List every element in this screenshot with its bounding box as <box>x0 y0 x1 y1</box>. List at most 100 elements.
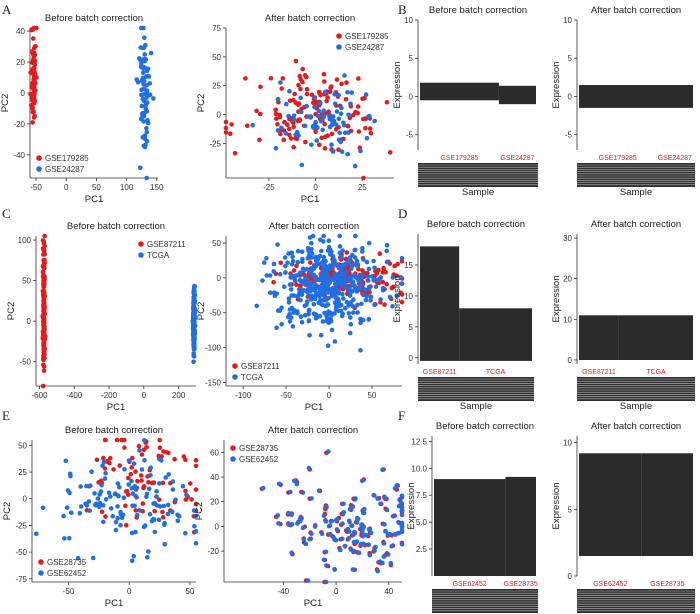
data-point-blue <box>108 494 113 499</box>
data-point-blue <box>331 288 336 293</box>
data-point-blue <box>289 293 295 298</box>
chart-title: Before batch correction <box>45 13 143 24</box>
y-tick-label: 0 <box>21 89 26 98</box>
data-point-red <box>304 91 310 97</box>
data-point-blue <box>126 482 131 487</box>
data-point-blue <box>303 541 309 547</box>
chart-title: After batch correction <box>269 221 359 232</box>
data-point-blue <box>126 458 132 463</box>
group-label: TCGA <box>646 369 666 376</box>
data-point-blue <box>146 486 152 492</box>
y-tick-label: 0 <box>409 354 414 363</box>
data-point-blue <box>141 119 146 124</box>
data-point-blue <box>323 505 328 511</box>
data-point-blue <box>141 66 146 71</box>
group-label: GSE62452 <box>453 581 487 588</box>
data-point-blue <box>397 497 402 503</box>
data-point-blue <box>118 509 123 515</box>
data-point-blue <box>173 497 178 503</box>
data-point-blue <box>322 295 328 301</box>
data-point-red <box>273 111 279 117</box>
data-point-blue <box>311 302 317 307</box>
data-point-blue <box>360 510 366 515</box>
data-point-blue <box>340 521 345 526</box>
x-axis-label: PC1 <box>304 598 322 609</box>
data-point-red <box>355 104 361 109</box>
data-point-red <box>257 137 262 143</box>
data-point-red <box>181 454 187 459</box>
data-point-blue <box>103 470 108 476</box>
data-point-blue <box>148 465 153 471</box>
data-point-blue <box>352 255 358 260</box>
data-point-blue <box>87 508 92 513</box>
data-point-blue <box>283 270 288 275</box>
data-point-blue <box>121 495 127 501</box>
data-point-blue <box>289 261 295 267</box>
data-point-blue <box>97 500 103 506</box>
data-point-red <box>344 80 349 85</box>
data-point-red <box>389 285 395 291</box>
data-point-red <box>368 130 374 136</box>
data-point-blue <box>140 70 146 75</box>
data-point-red <box>31 115 37 120</box>
data-point-blue <box>322 310 327 316</box>
data-point-blue <box>317 100 323 106</box>
data-point-blue <box>192 283 197 289</box>
x-tick-label: -50 <box>280 391 292 400</box>
data-point-red <box>41 344 47 350</box>
y-axis-label: PC2 <box>196 94 207 112</box>
data-point-blue <box>387 294 393 300</box>
data-point-blue <box>381 541 387 546</box>
data-point-red <box>31 45 37 51</box>
data-point-blue <box>191 305 197 310</box>
data-point-blue <box>318 332 324 338</box>
data-point-red <box>356 129 362 134</box>
data-point-red <box>321 72 327 77</box>
expression-bar <box>656 85 693 108</box>
data-point-blue <box>364 259 370 265</box>
data-point-blue <box>399 525 405 530</box>
data-point-blue <box>307 235 313 240</box>
data-point-blue <box>329 142 334 147</box>
y-axis-label: PC2 <box>0 94 11 112</box>
data-point-red <box>41 241 47 246</box>
data-point-red <box>183 497 189 502</box>
data-point-blue <box>191 359 196 365</box>
data-point-blue <box>399 281 405 287</box>
y-axis-label: Expression <box>392 62 403 109</box>
data-point-blue <box>324 269 329 274</box>
y-tick-label: -40 <box>13 151 25 160</box>
data-point-blue <box>175 518 181 524</box>
data-point-blue <box>359 478 365 484</box>
data-point-blue <box>339 105 344 111</box>
data-point-blue <box>298 287 303 293</box>
data-point-blue <box>117 485 122 490</box>
data-point-red <box>280 76 286 81</box>
data-point-red <box>384 99 390 105</box>
data-point-blue <box>382 495 388 501</box>
data-point-blue <box>144 68 150 74</box>
data-point-blue <box>161 503 167 509</box>
data-point-blue <box>326 281 331 287</box>
data-point-blue <box>142 458 147 463</box>
data-point-blue <box>291 117 297 122</box>
chart-f2: After batch correction 0 5 10 Expression GSE6… <box>551 421 695 614</box>
data-point-red <box>399 292 405 297</box>
expression-bar <box>641 453 693 556</box>
expression-bar <box>459 308 532 361</box>
data-point-blue <box>319 248 324 254</box>
data-point-blue <box>336 263 341 269</box>
data-point-red <box>136 444 142 449</box>
data-point-blue <box>254 303 259 309</box>
data-point-blue <box>106 490 112 496</box>
panel-label-b: B <box>398 2 407 17</box>
data-point-blue <box>373 284 379 289</box>
data-point-blue <box>346 529 352 534</box>
data-point-red <box>399 299 405 305</box>
data-point-blue <box>271 269 277 274</box>
data-point-blue <box>332 281 338 287</box>
data-point-blue <box>138 61 144 67</box>
legend-label: GSE179285 <box>345 32 389 41</box>
data-point-blue <box>312 95 318 100</box>
